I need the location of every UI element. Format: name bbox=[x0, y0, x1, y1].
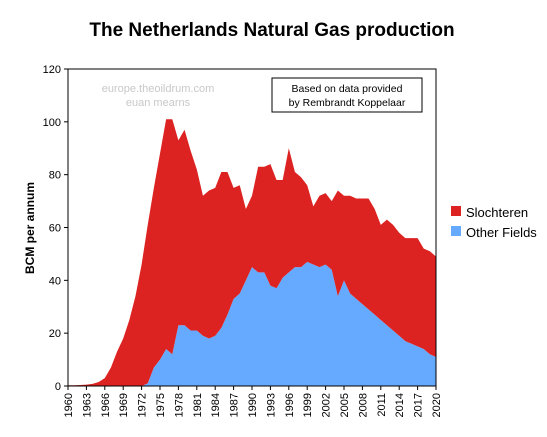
x-tick-label: 1975 bbox=[155, 393, 167, 417]
x-tick-label: 1990 bbox=[247, 393, 259, 417]
x-tick-label: 2020 bbox=[431, 393, 443, 417]
x-tick-label: 1966 bbox=[100, 393, 112, 417]
x-tick-label: 1996 bbox=[284, 393, 296, 417]
x-tick-label: 1978 bbox=[173, 393, 185, 417]
annotation-border bbox=[271, 77, 423, 113]
legend-label-slochteren: Slochteren bbox=[466, 205, 528, 220]
y-tick-label: 80 bbox=[49, 170, 61, 182]
legend-swatch-slochteren bbox=[451, 206, 461, 216]
x-tick-label: 1987 bbox=[229, 393, 241, 417]
x-tick-label: 1981 bbox=[192, 393, 204, 417]
x-tick-label: 1960 bbox=[63, 393, 75, 417]
watermark-line-1: europe.theoildrum.com bbox=[102, 83, 215, 95]
x-tick-label: 2008 bbox=[357, 393, 369, 417]
legend: Slochteren Other Fields bbox=[451, 205, 537, 240]
y-tick-label: 0 bbox=[55, 381, 61, 393]
annotation-line-2: by Rembrandt Koppelaar bbox=[289, 97, 406, 109]
annotation-line-1: Based on data provided bbox=[292, 83, 403, 95]
watermark: europe.theoildrum.com euan mearns bbox=[102, 83, 215, 109]
area-series-other-fields bbox=[68, 261, 436, 386]
x-tick-label: 1993 bbox=[265, 393, 277, 417]
x-tick-label: 1972 bbox=[137, 393, 149, 417]
legend-swatch-other-fields bbox=[451, 226, 461, 236]
y-tick-label: 60 bbox=[49, 223, 61, 235]
area-series-slochteren bbox=[68, 119, 436, 386]
x-tick-label: 1984 bbox=[210, 393, 222, 417]
y-tick-label: 20 bbox=[49, 328, 61, 340]
watermark-line-2: euan mearns bbox=[126, 97, 191, 109]
x-tick-label: 2011 bbox=[376, 393, 388, 417]
axes: 0 20 40 60 80 100 120 1960 1963 1966 1969 1972 1975 1… bbox=[43, 64, 443, 417]
x-tick-label: 2014 bbox=[394, 393, 406, 417]
y-tick-label: 100 bbox=[43, 117, 61, 129]
legend-label-other-fields: Other Fields bbox=[466, 225, 537, 240]
y-tick-label: 40 bbox=[49, 275, 61, 287]
x-tick-label: 1969 bbox=[118, 393, 130, 417]
chart-title: The Netherlands Natural Gas production bbox=[89, 20, 454, 41]
plot-area bbox=[68, 119, 436, 386]
y-tick-label: 120 bbox=[43, 64, 61, 76]
y-axis-label: BCM per annum bbox=[23, 182, 37, 274]
x-tick-label: 2017 bbox=[413, 393, 425, 417]
annotation-box: Based on data provided by Rembrandt Kopp… bbox=[271, 77, 423, 113]
x-tick-label: 1999 bbox=[302, 393, 314, 417]
x-tick-label: 2002 bbox=[321, 393, 333, 417]
x-tick-label: 1963 bbox=[81, 393, 93, 417]
x-tick-label: 2005 bbox=[339, 393, 351, 417]
